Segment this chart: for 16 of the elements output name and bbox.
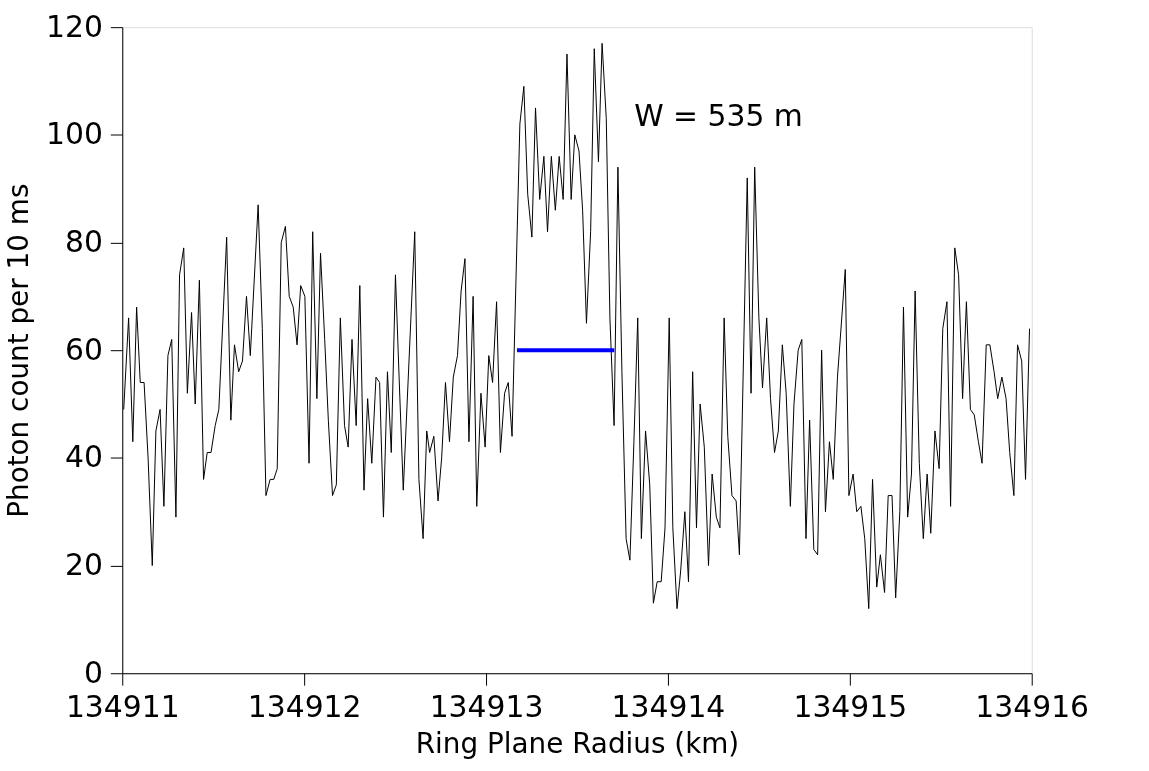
x-tick-label: 134916: [975, 689, 1090, 725]
y-tick-label: 40: [64, 439, 103, 475]
x-tick-label: 134911: [65, 689, 180, 725]
y-tick-label: 80: [64, 223, 103, 259]
x-tick-label: 134913: [429, 689, 544, 725]
y-tick-label: 100: [46, 116, 103, 152]
y-tick-label: 120: [46, 8, 103, 44]
y-tick-label: 60: [64, 331, 103, 367]
x-tick-label: 134914: [611, 689, 726, 725]
y-tick-label: 0: [83, 654, 103, 690]
x-axis-title: Ring Plane Radius (km): [415, 727, 740, 761]
x-tick-label: 134915: [793, 689, 908, 725]
x-tick-label: 134912: [247, 689, 362, 725]
annotation: W = 535 m: [634, 97, 803, 133]
y-axis-title: Photon count per 10 ms: [2, 183, 36, 518]
y-tick-label: 20: [64, 547, 103, 582]
